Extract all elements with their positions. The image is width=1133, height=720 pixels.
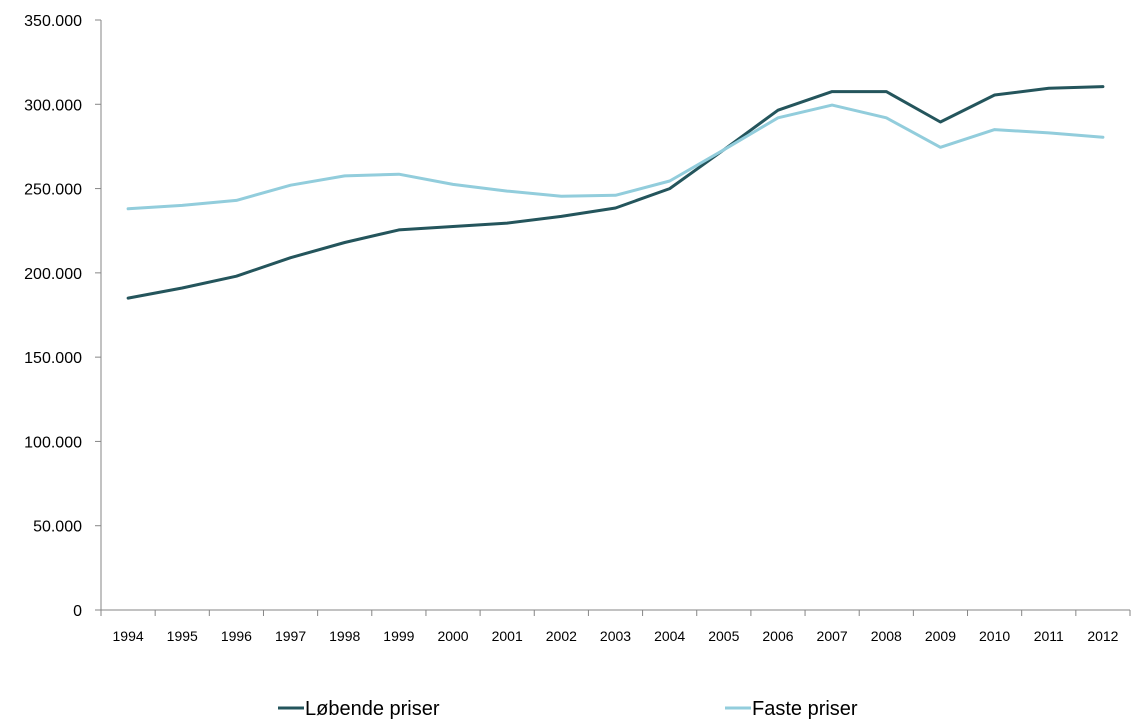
data-point: [1101, 135, 1105, 139]
data-point: [560, 215, 563, 218]
data-point: [776, 108, 780, 112]
data-point: [235, 199, 238, 202]
legend-label-0: Løbende priser: [305, 698, 440, 720]
data-point: [830, 90, 834, 93]
x-tick-label: 2006: [762, 628, 793, 644]
x-tick-label: 2010: [979, 628, 1010, 644]
x-tick-label: 2004: [654, 628, 685, 644]
x-tick-label: 1999: [383, 628, 414, 644]
x-tick-label: 2005: [708, 628, 739, 644]
data-point: [289, 256, 292, 259]
data-point: [343, 174, 346, 178]
x-tick-label: 2001: [492, 628, 523, 644]
x-axis: 1994 1995 1996 1997 1998 1999 2000 2001 2002 2003…: [100, 609, 1131, 644]
y-tick-label: 100.000: [24, 434, 82, 451]
data-point: [722, 148, 726, 151]
y-tick-label: 150.000: [24, 350, 82, 367]
series-line-1: [126, 103, 1105, 211]
x-tick-label: 2002: [546, 628, 577, 644]
y-axis: 0 50.000 100.000 150.000 200.000 250.000 300.0…: [24, 13, 102, 620]
data-point: [614, 206, 617, 210]
y-tick-label: 200.000: [24, 266, 82, 283]
data-point: [993, 128, 996, 131]
data-point: [993, 93, 996, 97]
data-point: [1101, 85, 1105, 88]
data-point: [614, 194, 617, 197]
data-point: [776, 116, 780, 119]
x-tick-label: 1995: [167, 628, 198, 644]
data-point: [451, 183, 455, 186]
data-point: [1047, 131, 1050, 135]
y-tick-label: 350.000: [24, 13, 82, 30]
data-point: [830, 103, 834, 107]
data-point: [560, 194, 563, 198]
y-tick-label: 0: [73, 603, 82, 620]
data-point: [885, 90, 888, 93]
x-tick-label: 2007: [817, 628, 848, 644]
x-tick-label: 2008: [871, 628, 902, 644]
legend: Løbende priser Faste priser: [278, 698, 858, 720]
x-tick-label: 2009: [925, 628, 956, 644]
data-point: [939, 120, 942, 124]
x-tick-label: 1996: [221, 628, 252, 644]
series-line-0: [126, 85, 1105, 300]
data-point: [885, 116, 888, 119]
data-point: [668, 187, 671, 190]
plot-lines: [126, 85, 1105, 300]
data-point: [1047, 87, 1050, 90]
data-point: [126, 207, 130, 210]
y-tick-label: 300.000: [24, 97, 82, 114]
data-point: [505, 221, 509, 225]
data-point: [181, 286, 184, 290]
x-tick-label: 2011: [1034, 628, 1064, 644]
x-tick-label: 1998: [329, 628, 360, 644]
data-point: [939, 146, 942, 149]
data-point: [343, 241, 346, 244]
data-point: [451, 225, 455, 228]
data-point: [126, 296, 130, 300]
data-point: [505, 189, 509, 193]
x-tick-label: 2000: [437, 628, 468, 644]
x-tick-label: 2012: [1087, 628, 1118, 644]
data-point: [289, 184, 292, 187]
data-point: [397, 173, 401, 176]
data-point: [397, 228, 401, 232]
legend-label-1: Faste priser: [752, 698, 858, 720]
data-point: [181, 204, 184, 207]
y-tick-label: 250.000: [24, 182, 82, 199]
x-tick-label: 1994: [113, 628, 144, 644]
x-tick-label: 1997: [275, 628, 306, 644]
y-tick-label: 50.000: [33, 519, 82, 536]
data-point: [235, 275, 238, 278]
x-tick-label: 2003: [600, 628, 631, 644]
data-point: [668, 179, 671, 183]
